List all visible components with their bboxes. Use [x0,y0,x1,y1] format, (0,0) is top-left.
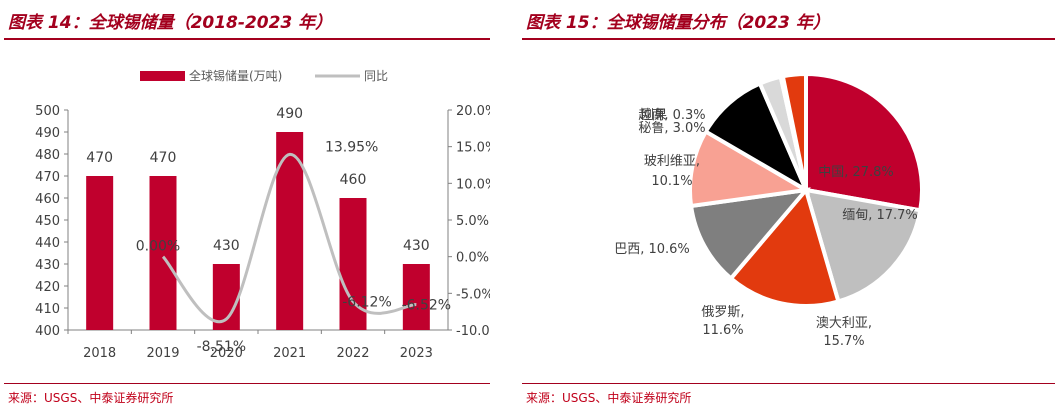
pie-percent-澳大利亚: 15.7% [823,334,864,349]
tin-reserves-bar-line-chart: 全球锡储量(万吨) 同比 500 490 480 470 460 450 440 430 420 41… [35,68,490,361]
left-footer-rule [4,383,490,384]
right-chart-panel: 图表 15：全球锡储量分布（2023 年） 中国, 27.8% 缅甸, 17.7%… [518,0,1055,408]
left-tick-label: 460 [35,192,60,207]
pie-label-缅甸: 缅甸, 17.7% [842,208,918,223]
bar-2018 [86,176,114,330]
x-tick-label: 2018 [83,346,116,361]
bar-value-label: 460 [340,172,367,188]
pie-slice-澳大利亚 [728,185,841,308]
pie-slice-中国 [804,71,924,213]
legend-line-label: 同比 [364,69,388,83]
right-tick-label: 20.0% [456,104,490,119]
bar-value-label: 490 [276,106,303,122]
line-value-label: 13.95% [325,139,378,155]
pie-label-澳大利亚: 澳大利亚, [816,315,872,331]
right-chart-title: 图表 15：全球锡储量分布（2023 年） [526,13,830,33]
bar-2023 [402,264,430,330]
right-tick-label: 0.0% [456,251,489,266]
pie-label-秘鲁: 秘鲁, 3.0% [638,121,705,136]
bar-value-label: 430 [213,238,240,254]
bar-value-label: 430 [403,238,430,254]
x-tick-label: 2020 [210,346,243,361]
left-tick-label: 440 [35,236,60,251]
right-footer-rule [522,383,1055,384]
right-title-rule [522,38,1055,40]
left-tick-label: 400 [35,324,60,339]
pie-label-刚果: 刚果 [641,108,667,123]
chart-legend: 全球锡储量(万吨) 同比 [140,68,388,83]
x-tick-label: 2021 [273,346,306,361]
right-tick-label: 15.0% [456,141,490,156]
pie-label-玻利维亚: 玻利维亚, [644,154,700,169]
line-value-label: -6.52% [402,297,452,313]
x-tick-label: 2019 [146,346,179,361]
left-tick-label: 410 [35,302,60,317]
pie-slice-俄罗斯 [688,187,811,282]
pie-label-中国: 中国, 27.8% [818,165,894,180]
line-value-label: -8.51% [197,339,247,355]
legend-bar-label: 全球锡储量(万吨) [189,68,282,83]
pie-slice-刚果 [780,71,808,191]
left-chart-panel: 图表 14：全球锡储量（2018-2023 年） 全球锡储量(万吨) 同比 500 4… [0,0,490,408]
left-tick-label: 500 [35,104,60,119]
line-value-label: 0.00% [136,239,180,255]
x-tick-label: 2023 [400,346,433,361]
right-source-note: 来源：USGS、中泰证券研究所 [526,391,692,405]
right-tick-label: 5.0% [456,214,489,229]
bar-value-label: 470 [150,150,177,166]
pie-label-俄罗斯: 俄罗斯, [701,305,744,320]
pie-label-巴西: 巴西, 10.6% [614,242,690,257]
left-tick-label: 430 [35,258,60,273]
right-tick-label: -10.0% [456,324,490,339]
left-source-note: 来源：USGS、中泰证券研究所 [8,391,174,405]
left-tick-label: 480 [35,148,60,163]
pie-label-越南: 越南, 0.3% [638,107,705,123]
left-tick-label: 490 [35,126,60,141]
left-tick-label: 420 [35,280,60,295]
yoy-line [161,152,417,324]
pie-percent-俄罗斯: 11.6% [702,323,743,338]
left-title-rule [4,38,490,40]
x-tick-label: 2022 [336,346,369,361]
pie-slice-缅甸 [803,187,923,304]
left-tick-label: 450 [35,214,60,229]
tin-reserves-pie-chart: 中国, 27.8% 缅甸, 17.7% 澳大利亚, 15.7% 俄罗斯, 11.6% 巴西,… [614,71,924,349]
left-chart-title: 图表 14：全球锡储量（2018-2023 年） [8,13,333,33]
line-value-label: -6.12% [342,295,392,311]
bar-2019 [149,176,177,330]
bar-value-label: 470 [86,150,113,166]
pie-percent-玻利维亚: 10.1% [651,174,692,189]
right-tick-label: 10.0% [456,177,490,192]
legend-bar-swatch [140,71,185,81]
left-tick-label: 470 [35,170,60,185]
right-tick-label: -5.0% [456,287,490,302]
